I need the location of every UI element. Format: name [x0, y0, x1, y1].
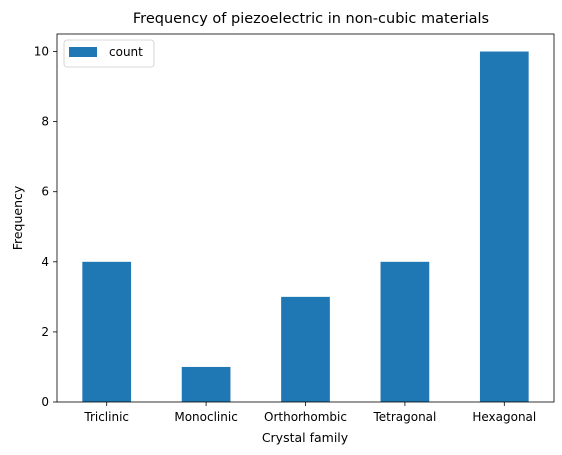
- bar-tetragonal: [380, 261, 430, 402]
- chart-title: Frequency of piezoelectric in non-cubic …: [133, 11, 489, 27]
- legend-swatch: [69, 47, 97, 57]
- legend-frame: [63, 39, 155, 68]
- x-axis-ticks: Triclinic Monoclinic Orthorhombic Tetragona…: [83, 402, 536, 424]
- x-tick-label: Orthorhombic: [264, 410, 347, 424]
- x-tick-label: Hexagonal: [472, 410, 536, 424]
- y-axis-ticks: 0 2 4 6 8 10: [34, 45, 57, 409]
- y-tick-label: 8: [41, 115, 49, 129]
- y-axis-label: Frequency: [10, 185, 25, 250]
- bar-triclinic: [82, 261, 132, 402]
- bar-monoclinic: [181, 366, 231, 402]
- x-tick-label: Tetragonal: [372, 410, 436, 424]
- x-tick-label: Monoclinic: [174, 410, 237, 424]
- legend-entry-count: count: [109, 45, 143, 59]
- x-tick-label: Triclinic: [83, 410, 129, 424]
- y-tick-label: 10: [34, 45, 49, 59]
- bar-hexagonal: [479, 51, 529, 403]
- plot-frame: [56, 33, 555, 403]
- y-tick-label: 6: [41, 185, 49, 199]
- y-tick-label: 4: [41, 255, 49, 269]
- bars-group: [82, 51, 529, 403]
- y-tick-label: 0: [41, 395, 49, 409]
- x-axis-label: Crystal family: [262, 430, 349, 445]
- y-tick-label: 2: [41, 325, 49, 339]
- bar-orthorhombic: [281, 296, 330, 402]
- legend: count: [63, 39, 155, 68]
